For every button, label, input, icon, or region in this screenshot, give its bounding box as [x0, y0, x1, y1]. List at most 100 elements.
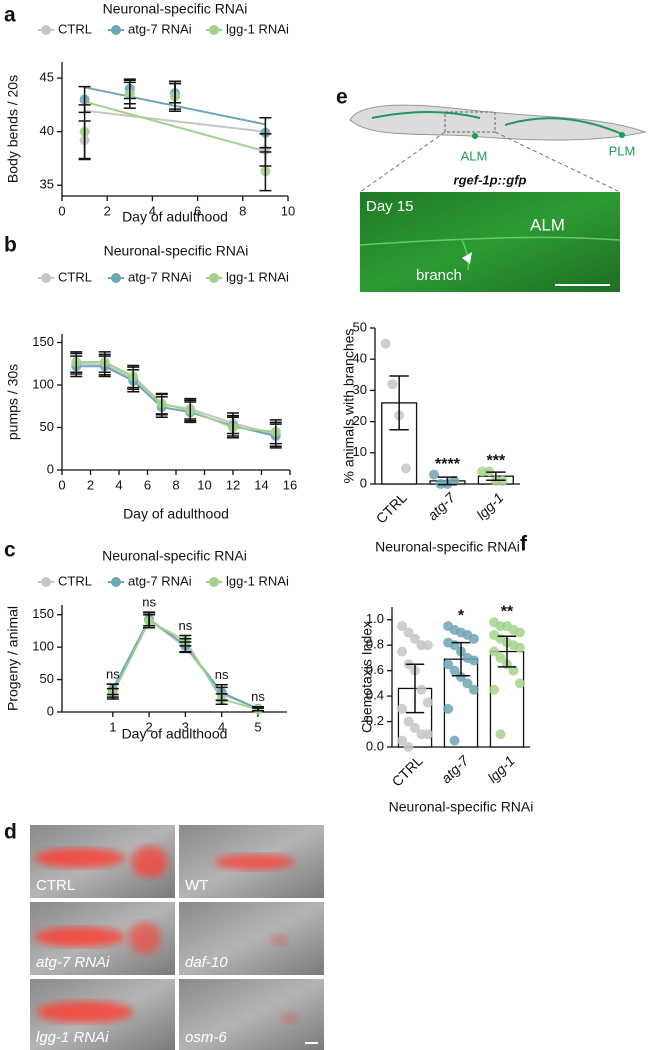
data-point [468, 633, 479, 644]
error-bar [215, 693, 228, 705]
significance-label: **** [435, 456, 461, 473]
x-tick-label: 4 [149, 203, 156, 218]
point-label: ns [251, 689, 265, 704]
x-tick-label: 0 [58, 203, 65, 218]
neuron-soma [472, 133, 478, 139]
panel-letter: d [4, 821, 17, 844]
data-point [397, 735, 408, 746]
point-label: ns [142, 595, 156, 610]
y-tick-label: 100 [32, 376, 54, 391]
image-label: branch [416, 267, 462, 284]
neuron-label: ALM [461, 148, 488, 163]
dye-signal [215, 854, 295, 870]
bar [443, 658, 479, 748]
x-tick-label: CTRL [373, 489, 410, 526]
error-bar [143, 613, 156, 629]
data-point [397, 621, 408, 632]
x-tick-label: atg-7 [424, 489, 459, 524]
x-tick-label: atg-7 [438, 752, 473, 787]
y-tick-label: 50 [40, 671, 54, 686]
significance-label: * [458, 607, 465, 624]
series-line [111, 619, 259, 711]
micrograph-grid: CTRL WT atg-7 RNAi daf-10 lgg-1 RNAi osm… [30, 825, 324, 1050]
data-point [397, 703, 408, 714]
zoom-box [444, 111, 496, 133]
dye-signal [35, 927, 125, 947]
error-bar [98, 351, 111, 373]
data-point [489, 646, 500, 657]
dye-signal [35, 848, 125, 868]
x-tick-label: 4 [115, 477, 122, 492]
dye-signal [272, 934, 288, 946]
x-tick-label: 1 [109, 719, 116, 734]
y-tick-label: 35 [40, 177, 54, 192]
x-tick-label: lgg-1 [473, 489, 506, 522]
x-tick-label: lgg-1 [484, 752, 517, 785]
legend-marker [209, 273, 219, 283]
significance-label: *** [486, 453, 505, 470]
x-tick-label: 6 [144, 477, 151, 492]
data-point [410, 722, 420, 733]
point-label: ns [215, 667, 229, 682]
y-tick-label: 0 [47, 461, 54, 476]
error-bar [127, 364, 140, 389]
y-axis-label: % animals with branches [341, 329, 357, 484]
panel-letter: c [4, 539, 16, 562]
panel-letter: a [4, 4, 16, 27]
data-point [495, 652, 506, 663]
data-point [449, 735, 460, 746]
data-point [422, 640, 433, 651]
error-bar [389, 375, 409, 431]
micrograph [179, 979, 324, 1050]
x-axis-label: Day of adulthood [122, 726, 228, 742]
trend-line [84, 109, 266, 133]
legend-marker [41, 577, 51, 587]
legend-label: lgg-1 RNAi [226, 269, 289, 284]
y-axis-label: pumps / 30s [5, 364, 21, 440]
error-bar [155, 392, 168, 415]
data-point [514, 627, 525, 638]
zoom-line [359, 131, 446, 193]
y-tick-label: 0.2 [366, 713, 384, 728]
y-tick-label: 30 [353, 382, 367, 397]
y-tick-label: 0.0 [366, 738, 384, 753]
data-point [449, 665, 460, 676]
x-tick-label: 10 [197, 477, 211, 492]
x-axis-label: Neuronal-specific RNAi [389, 799, 534, 815]
legend-label: atg-7 RNAi [128, 21, 192, 36]
legend-marker [111, 25, 121, 35]
reporter-label: rgef-1p::gfp [454, 172, 527, 187]
y-tick-label: 0.4 [366, 688, 384, 703]
chart-title: Neuronal-specific RNAi [103, 1, 248, 17]
error-bar [70, 351, 83, 373]
data-point [443, 703, 454, 714]
data-point [514, 642, 525, 653]
neuron-soma [619, 132, 625, 138]
data-point [397, 646, 408, 657]
data-point [403, 742, 414, 752]
x-tick-label: 4 [218, 719, 225, 734]
panel-letter: e [336, 86, 348, 109]
x-tick-label: 2 [104, 203, 111, 218]
data-point [489, 684, 500, 695]
data-point [410, 633, 420, 644]
y-tick-label: 0.6 [366, 662, 384, 677]
micrograph-label: CTRL [36, 877, 75, 894]
image-label: Day 15 [366, 198, 414, 215]
x-tick-label: 6 [194, 203, 201, 218]
error-bar [259, 151, 272, 192]
micrograph-label: WT [185, 877, 208, 894]
x-axis-label: Day of adulthood [123, 506, 229, 522]
panel-letter: f [520, 533, 528, 556]
error-bar [227, 416, 239, 439]
data-point [400, 463, 411, 474]
legend-marker [111, 577, 121, 587]
error-bar [451, 641, 471, 677]
legend-marker [41, 25, 51, 35]
x-axis-label: Neuronal-specific RNAi [375, 539, 520, 555]
data-point [449, 475, 460, 486]
micrograph-label: osm-6 [185, 1029, 227, 1046]
y-tick-label: 40 [40, 123, 54, 138]
y-tick-label: 20 [353, 413, 367, 428]
data-point [462, 678, 473, 689]
